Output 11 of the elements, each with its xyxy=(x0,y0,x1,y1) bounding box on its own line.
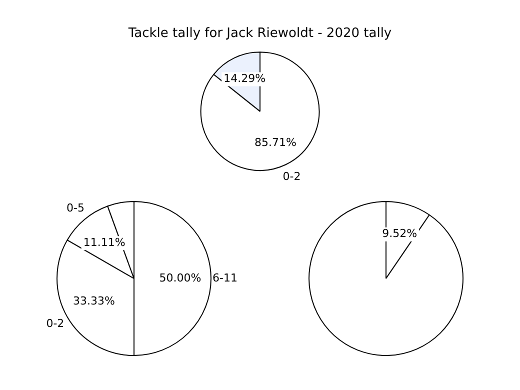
slice-label: 0-2 xyxy=(46,316,64,330)
data-label: 85.71% xyxy=(254,136,296,150)
data-label: 14.29% xyxy=(224,72,266,86)
data-label: 50.00% xyxy=(159,271,202,284)
data-label: 33.33% xyxy=(73,294,115,308)
chart-title: Tackle tally for Jack Riewoldt - 2020 tally xyxy=(127,26,392,42)
slice-label: 0-5 xyxy=(66,202,84,215)
slice-label: 0-2 xyxy=(282,170,301,184)
data-label: 9.52% xyxy=(382,227,418,240)
slice-label: 6-11 xyxy=(212,271,238,284)
data-label: 11.11% xyxy=(83,236,126,249)
